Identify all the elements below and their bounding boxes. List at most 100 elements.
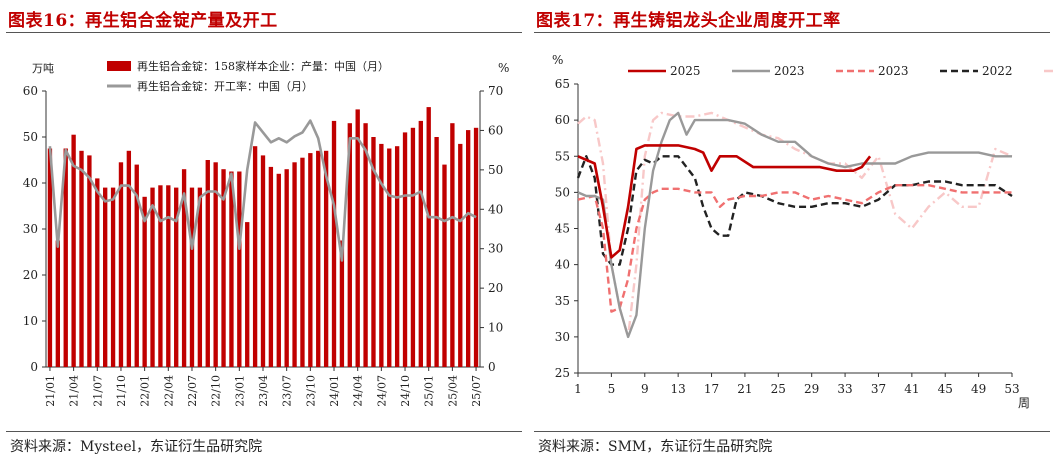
- bar-production: [229, 171, 234, 367]
- title-divider: [6, 32, 522, 33]
- bar-production: [465, 130, 471, 367]
- bar-production: [213, 162, 218, 367]
- series-line-2023: [577, 111, 1012, 339]
- x-tick-label: 21: [737, 382, 752, 396]
- bar-production: [197, 187, 203, 367]
- bar-production: [166, 185, 171, 367]
- left-y-tick-label: 30: [23, 222, 38, 236]
- legend-label-2023: 2023: [774, 64, 805, 78]
- bar-production: [55, 240, 61, 367]
- bar-production: [71, 134, 76, 367]
- x-tick-label: 22/04: [162, 375, 175, 407]
- x-tick-label: 25/01: [423, 375, 436, 407]
- x-tick-label: 23/04: [257, 375, 270, 407]
- bar-production: [308, 153, 313, 367]
- bar-production: [47, 148, 53, 367]
- x-tick-label: 21/01: [44, 375, 57, 407]
- chart-panel-production: 图表16：再生铝合金锭产量及开工 万吨% 再生铝合金锭：158家样本企业：产量：中…: [6, 11, 522, 455]
- bar-production: [150, 187, 155, 367]
- source-divider: [6, 431, 522, 432]
- bar-production: [189, 187, 195, 367]
- y-tick-label: 40: [555, 258, 570, 272]
- left-y-tick-label: 50: [23, 130, 38, 144]
- y-tick-label: 65: [555, 77, 570, 91]
- bar-production: [379, 143, 384, 367]
- bar-production: [158, 185, 163, 367]
- bar-production: [221, 169, 226, 367]
- bar-production: [252, 146, 258, 367]
- bar-production: [410, 127, 416, 367]
- bar-production: [110, 187, 116, 367]
- bar-production: [134, 164, 139, 367]
- bar-production: [292, 162, 297, 367]
- weekly-rate-chart: %202520232023202220212530354045505560651…: [552, 53, 1056, 410]
- series-line-2025: [577, 144, 872, 259]
- legend-label-2022: 2022: [982, 64, 1013, 78]
- bar-production: [174, 187, 179, 367]
- x-tick-label: 1: [574, 382, 582, 396]
- bar-production: [87, 155, 92, 367]
- left-y-tick-label: 10: [23, 314, 38, 328]
- bar-production: [126, 150, 132, 367]
- bar-production: [473, 127, 479, 367]
- bar-production: [181, 169, 187, 367]
- left-axis-unit: 万吨: [32, 62, 54, 75]
- left-y-tick-label: 20: [23, 268, 38, 282]
- x-tick-label: 25/07: [470, 375, 483, 407]
- x-tick-label: 24/07: [375, 375, 388, 407]
- bar-production: [394, 146, 400, 367]
- bar-production: [426, 107, 431, 367]
- left-y-tick-label: 40: [23, 176, 38, 190]
- y-tick-label: 45: [555, 222, 570, 236]
- bar-production: [458, 143, 463, 367]
- bar-production: [331, 120, 337, 368]
- bar-production: [95, 178, 100, 367]
- right-y-tick-label: 10: [488, 321, 503, 335]
- x-tick-label: 41: [904, 382, 919, 396]
- x-tick-label: 21/07: [91, 375, 104, 407]
- bar-production: [237, 171, 242, 367]
- bar-production: [387, 148, 392, 367]
- bar-production: [339, 240, 345, 367]
- x-tick-label: 25: [771, 382, 786, 396]
- x-tick-label: 21/10: [115, 375, 128, 407]
- bar-production: [442, 164, 447, 367]
- bar-production: [245, 222, 250, 367]
- bar-production: [142, 196, 147, 367]
- right-y-tick-label: 20: [488, 281, 503, 295]
- bar-production: [118, 162, 124, 367]
- left-y-tick-label: 60: [23, 84, 38, 98]
- x-tick-label: 24/04: [352, 375, 365, 407]
- title-divider: [534, 32, 1050, 33]
- bar-production: [284, 169, 289, 367]
- x-tick-label: 23/10: [304, 375, 317, 407]
- bar-production: [402, 132, 408, 367]
- chart-title: 图表16：再生铝合金锭产量及开工: [8, 11, 278, 31]
- bar-production: [63, 148, 68, 367]
- legend-label-2023: 2023: [878, 64, 909, 78]
- right-y-tick-label: 50: [488, 163, 503, 177]
- y-tick-label: 25: [555, 366, 570, 380]
- right-axis-unit: %: [498, 61, 509, 75]
- x-tick-label: 37: [871, 382, 886, 396]
- legend-label-2025: 2025: [670, 64, 701, 78]
- series-line-2022: [576, 155, 1013, 266]
- y-axis-unit: %: [552, 53, 563, 67]
- right-y-tick-label: 0: [488, 360, 496, 374]
- x-tick-label: 23/01: [233, 375, 246, 407]
- x-tick-label: 29: [804, 382, 819, 396]
- right-y-tick-label: 30: [488, 242, 503, 256]
- y-tick-label: 50: [555, 185, 570, 199]
- x-tick-label: 17: [704, 382, 719, 396]
- bar-production: [79, 150, 84, 367]
- y-tick-label: 55: [555, 149, 570, 163]
- legend-label-utilization: 再生铝合金锭：开工率：中国（月）: [137, 79, 313, 93]
- source-note: 资料来源：SMM，东证衍生品研究院: [538, 439, 773, 455]
- x-tick-label: 33: [837, 382, 852, 396]
- x-tick-label: 22/10: [210, 375, 223, 407]
- x-tick-label: 49: [971, 382, 986, 396]
- bar-production: [371, 137, 376, 367]
- bar-production: [300, 157, 305, 367]
- y-tick-label: 30: [555, 330, 570, 344]
- chart-panel-weekly-rate: 图表17：再生铸铝龙头企业周度开工率 %20252023202320222021…: [528, 0, 1056, 461]
